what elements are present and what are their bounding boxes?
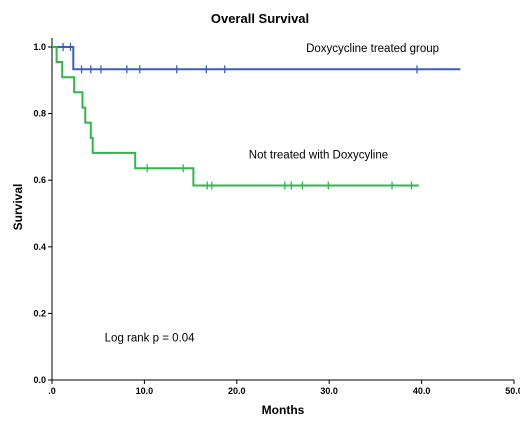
annotation-treated-group: Doxycycline treated group [306, 43, 439, 55]
survival-curve-line [52, 46, 419, 187]
annotation-not-treated: Not treated with Doxycyline [249, 150, 388, 162]
annotation-log-rank: Log rank p = 0.04 [105, 333, 195, 345]
x-axis-label: Months [262, 403, 305, 417]
plot-area: .0 10.0 20.0 30.0 40.0 50.0 0.0 0.2 0.4 0.6 0.8 1.0… [33, 38, 520, 396]
x-tick-label: 30.0 [320, 386, 338, 396]
y-tick-label: 0.0 [33, 375, 46, 385]
y-tick-label: 0.4 [33, 242, 46, 252]
series-layer [52, 43, 461, 190]
chart-title: Overall Survival [211, 11, 309, 26]
y-tick-label: 0.6 [33, 175, 46, 185]
series-not-treated [52, 46, 419, 190]
x-tick-label: 40.0 [413, 386, 431, 396]
y-axis-label: Survival [11, 184, 25, 231]
y-tick-label: 1.0 [33, 42, 46, 52]
y-tick-label: 0.8 [33, 109, 46, 119]
x-tick-label: 10.0 [136, 386, 154, 396]
y-tick-label: 0.2 [33, 308, 46, 318]
x-tick-label: 50.0 [505, 386, 520, 396]
x-tick-label: .0 [48, 386, 56, 396]
series-treated [52, 43, 461, 74]
axis-ticks: .0 10.0 20.0 30.0 40.0 50.0 0.0 0.2 0.4 0.6 0.8 1.0 [33, 42, 520, 396]
annotation-layer: Doxycycline treated group Not treated wit… [105, 43, 439, 345]
x-tick-label: 20.0 [228, 386, 246, 396]
